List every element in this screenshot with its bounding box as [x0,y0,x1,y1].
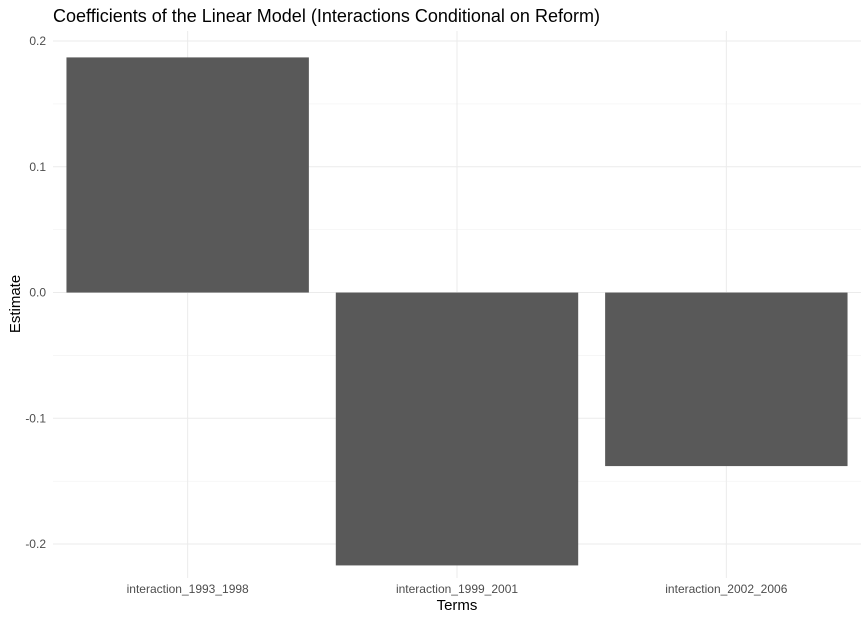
x-tick-labels: interaction_1993_1998 interaction_1999_20… [127,582,788,596]
y-axis-title: Estimate [7,275,24,333]
y-tick-labels: -0.2 -0.1 0.0 0.1 0.2 [25,34,46,551]
bar-interaction_1993_1998 [66,57,309,293]
y-tick-label: -0.1 [25,411,46,425]
y-tick-label: 0.0 [29,286,46,300]
x-tick-label: interaction_1999_2001 [396,582,518,596]
x-axis-title: Terms [437,597,478,614]
bar-interaction_1999_2001 [335,292,579,566]
x-tick-label: interaction_1993_1998 [127,582,249,596]
x-tick-label: interaction_2002_2006 [665,582,787,596]
y-tick-label: 0.2 [29,34,46,48]
chart-title: Coefficients of the Linear Model (Intera… [53,6,600,26]
bar-interaction_2002_2006 [605,292,848,467]
bars [66,57,848,566]
y-tick-label: -0.2 [25,537,46,551]
y-tick-label: 0.1 [29,160,46,174]
